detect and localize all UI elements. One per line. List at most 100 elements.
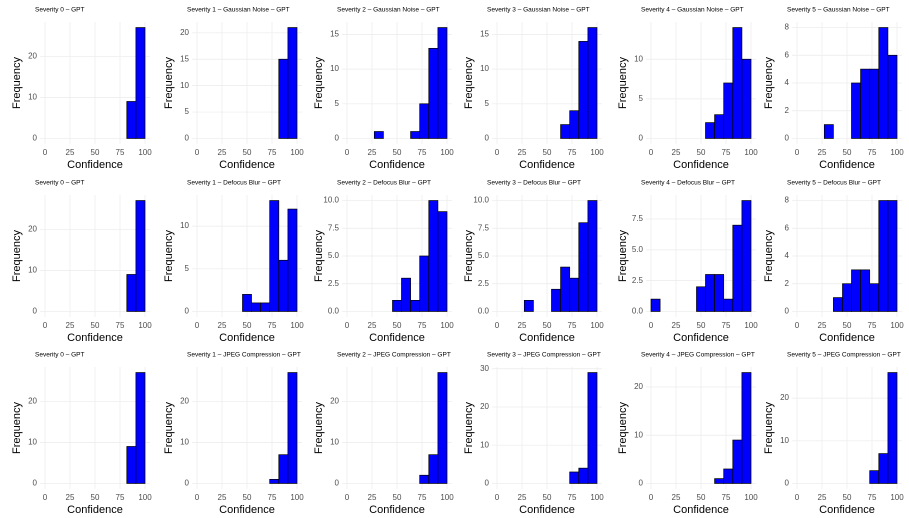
y-axis-label: Frequency	[463, 230, 475, 282]
x-tick-label: 50	[243, 493, 252, 502]
bar	[428, 200, 439, 312]
y-tick-label: 0	[185, 479, 190, 488]
bar	[833, 297, 843, 312]
bar	[419, 255, 430, 312]
bar	[437, 211, 448, 312]
x-tick-label: 50	[243, 148, 252, 157]
bar	[287, 372, 298, 484]
x-tick-label: 100	[744, 321, 758, 330]
x-axis-label: Confidence	[67, 332, 123, 344]
x-axis-label: Confidence	[67, 504, 123, 516]
y-axis-label: Frequency	[763, 402, 775, 454]
x-tick-label: 100	[440, 148, 454, 157]
bar	[705, 122, 715, 139]
y-tick-label: 0	[485, 479, 490, 488]
y-tick-label: 10	[28, 92, 37, 101]
x-tick-label: 50	[697, 321, 706, 330]
y-tick-label: 2.5	[328, 279, 340, 288]
y-tick-label: 10	[330, 64, 339, 73]
bar	[587, 27, 598, 139]
bar	[419, 103, 430, 139]
x-tick-label: 50	[393, 493, 402, 502]
bar	[869, 68, 880, 139]
bar	[251, 302, 261, 312]
x-tick-label: 50	[91, 493, 100, 502]
y-tick-label: 10.0	[323, 196, 339, 205]
x-tick-label: 100	[440, 493, 454, 502]
x-axis-label: Confidence	[519, 504, 575, 516]
bar	[437, 372, 448, 484]
x-tick-label: 0	[795, 493, 800, 502]
y-tick-label: 0	[33, 479, 38, 488]
y-tick-label: 0	[33, 134, 38, 143]
panel-title: Severity 1 – JPEG Compression – GPT	[187, 352, 301, 359]
bar	[732, 224, 743, 312]
x-tick-label: 25	[818, 321, 827, 330]
y-tick-label: 6	[785, 50, 790, 59]
x-axis-label: Confidence	[219, 504, 275, 516]
bar	[823, 124, 834, 139]
x-tick-label: 25	[368, 321, 377, 330]
y-tick-label: 5	[335, 99, 340, 108]
panel-title: Severity 0 – GPT	[35, 180, 85, 187]
bar	[569, 277, 580, 312]
bar	[410, 300, 421, 312]
y-axis-label: Frequency	[763, 57, 775, 109]
x-tick-label: 25	[672, 493, 681, 502]
y-tick-label: 10	[180, 437, 189, 446]
y-tick-label: 5.0	[478, 251, 490, 260]
bar	[578, 222, 589, 312]
x-tick-label: 0	[795, 321, 800, 330]
y-tick-label: 7.5	[632, 214, 644, 223]
bar	[851, 82, 861, 139]
y-tick-label: 0.0	[478, 307, 490, 316]
x-tick-label: 0	[649, 321, 654, 330]
x-tick-label: 0	[649, 493, 654, 502]
bar	[878, 27, 889, 139]
x-tick-label: 25	[672, 321, 681, 330]
x-tick-label: 75	[116, 148, 125, 157]
y-tick-label: 10	[634, 430, 643, 439]
bar	[373, 131, 384, 139]
bar	[732, 27, 743, 139]
x-tick-label: 100	[744, 148, 758, 157]
x-axis-label: Confidence	[673, 504, 729, 516]
y-tick-label: 20	[28, 396, 37, 405]
y-tick-label: 0	[185, 134, 190, 143]
y-tick-label: 0.0	[328, 307, 340, 316]
x-tick-label: 0	[43, 493, 48, 502]
y-tick-label: 15	[480, 30, 489, 39]
bar	[887, 54, 898, 139]
bar	[278, 454, 289, 484]
x-tick-label: 25	[218, 493, 227, 502]
bar	[287, 27, 298, 139]
x-tick-label: 0	[345, 321, 350, 330]
bar	[587, 372, 598, 484]
y-tick-label: 20	[180, 396, 189, 405]
y-tick-label: 2	[785, 106, 790, 115]
x-tick-label: 0	[195, 148, 200, 157]
x-tick-label: 100	[590, 321, 604, 330]
x-tick-label: 100	[290, 493, 304, 502]
x-tick-label: 25	[66, 321, 75, 330]
bar	[260, 302, 271, 312]
bar	[392, 300, 402, 312]
bar	[278, 58, 289, 139]
x-tick-label: 0	[195, 493, 200, 502]
y-axis-label: Frequency	[11, 57, 23, 109]
panel: Severity 2 – JPEG Compression – GPT 0 25 50…	[313, 352, 454, 516]
y-axis-label: Frequency	[763, 230, 775, 282]
bar	[126, 274, 137, 312]
x-axis-label: Confidence	[369, 504, 425, 516]
bar	[887, 200, 898, 312]
bar	[135, 200, 146, 312]
bar	[741, 58, 752, 139]
y-axis-label: Frequency	[313, 230, 325, 282]
y-tick-label: 0	[485, 134, 490, 143]
panel-title: Severity 2 – Defocus Blur – GPT	[337, 180, 431, 187]
bar	[851, 269, 861, 312]
bar	[126, 101, 137, 139]
